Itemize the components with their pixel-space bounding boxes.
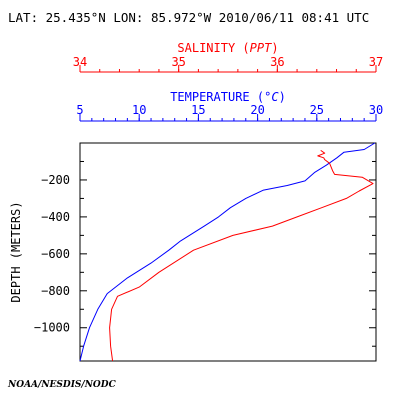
temperature-label-suffix: ) bbox=[279, 90, 286, 104]
footer-credit: NOAA/NESDIS/NODC bbox=[7, 380, 117, 390]
depth-tick-label: −600 bbox=[41, 247, 70, 261]
temperature-tick-label: 15 bbox=[191, 103, 205, 117]
depth-tick-label: −200 bbox=[41, 173, 70, 187]
salinity-axis-label: SALINITY (PPT) bbox=[177, 41, 278, 55]
temperature-axis: 5 10 15 20 25 30 bbox=[76, 103, 383, 122]
depth-tick-label: −400 bbox=[41, 210, 70, 224]
temperature-profile-line bbox=[79, 142, 376, 362]
temperature-tick-label: 30 bbox=[369, 103, 383, 117]
depth-axis: −200 −400 −600 −800 −1000 bbox=[34, 160, 376, 347]
depth-tick-label: −800 bbox=[41, 284, 70, 298]
temperature-label-unit: °C bbox=[264, 90, 279, 104]
salinity-label-suffix: ) bbox=[271, 41, 278, 55]
temperature-axis-label: TEMPERATURE (°C) bbox=[170, 90, 286, 104]
salinity-tick-label: 37 bbox=[369, 55, 383, 69]
salinity-tick-label: 36 bbox=[270, 55, 284, 69]
salinity-profile-line bbox=[109, 149, 374, 362]
salinity-label-unit: PPT bbox=[250, 41, 272, 55]
depth-tick-label: −1000 bbox=[34, 321, 70, 335]
temperature-tick-label: 10 bbox=[132, 103, 146, 117]
temperature-label-prefix: TEMPERATURE ( bbox=[170, 90, 264, 104]
salinity-axis: 34 35 36 37 bbox=[73, 55, 383, 73]
plot-frame bbox=[79, 142, 377, 362]
salinity-label-prefix: SALINITY ( bbox=[177, 41, 249, 55]
salinity-tick-label: 34 bbox=[73, 55, 87, 69]
series-layer bbox=[79, 142, 376, 362]
temperature-tick-label: 20 bbox=[250, 103, 264, 117]
temperature-tick-label: 25 bbox=[310, 103, 324, 117]
chart-title: LAT: 25.435°N LON: 85.972°W 2010/06/11 0… bbox=[8, 10, 369, 25]
depth-axis-label: DEPTH (METERS) bbox=[9, 201, 23, 302]
temperature-tick-label: 5 bbox=[76, 103, 83, 117]
salinity-tick-label: 35 bbox=[171, 55, 185, 69]
